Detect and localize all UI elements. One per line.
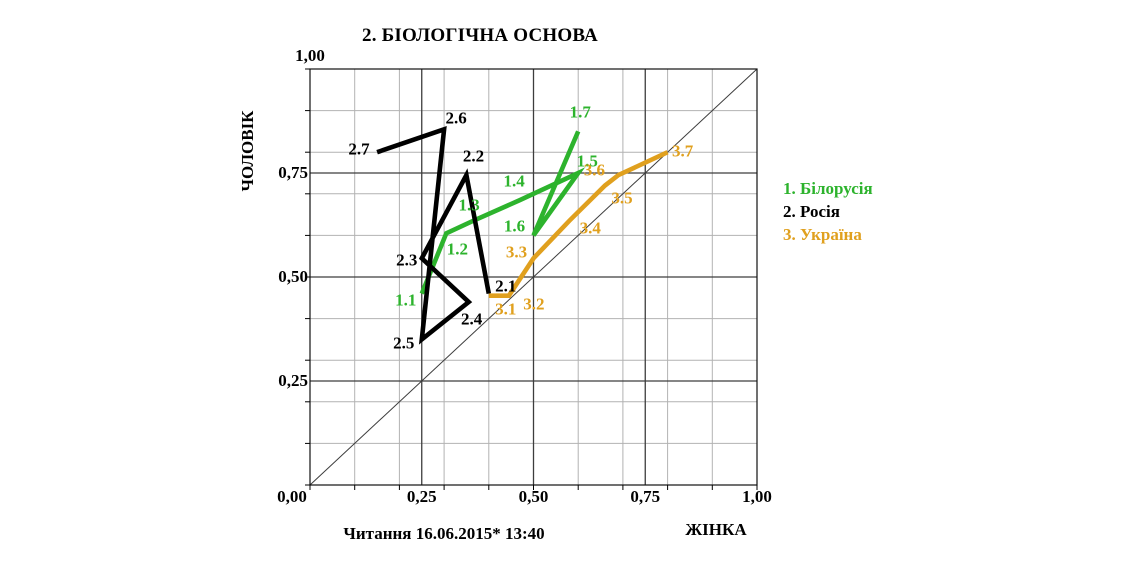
point-label-2.3: 2.3 [396,250,418,270]
point-label-2.5: 2.5 [393,333,415,353]
point-label-3.2: 3.2 [523,294,545,314]
point-label-3.4: 3.4 [579,218,601,238]
series-line-3 [488,150,669,299]
point-label-1.2: 1.2 [446,239,468,259]
series-line-2 [376,125,492,345]
point-label-2.1: 2.1 [495,276,517,296]
x-axis-title: ЖІНКА [685,520,747,539]
point-label-2.7: 2.7 [348,139,370,159]
point-label-3.5: 3.5 [611,188,633,208]
diagonal-line [309,68,758,486]
point-label-2.2: 2.2 [462,146,485,166]
x-tick-label-0: 0,00 [277,487,307,506]
point-label-3.6: 3.6 [583,160,606,180]
point-label-1.1: 1.1 [395,290,417,310]
footer-timestamp: Читання 16.06.2015* 13:40 [343,524,545,543]
x-tick-label-3: 0,75 [630,487,661,506]
x-tick-label-1: 0,25 [406,487,437,506]
x-tick-label-2: 0,50 [518,487,549,506]
chart-title: 2. БІОЛОГІЧНА ОСНОВА [362,25,598,46]
y-tick-label-3: 0,75 [278,163,308,182]
point-label-1.7: 1.7 [569,102,591,122]
legend-item-1: 1. Білорусія [783,179,873,198]
x-tick-label-4: 1,00 [742,487,772,506]
y-tick-label-1: 0,25 [278,371,308,390]
point-label-1.5: 1.5 [576,151,598,171]
y-tick-label-4: 1,00 [295,46,325,65]
y-tick-label-2: 0,50 [278,267,308,286]
legend-item-3: 3. Україна [783,225,862,244]
point-label-3.7: 3.7 [671,141,694,161]
legend: 1. Білорусія 2. Росія 3. Україна [783,177,873,246]
legend-item-2: 2. Росія [783,202,840,221]
point-label-2.6: 2.6 [445,108,467,128]
point-label-3.3: 3.3 [505,242,528,262]
series-line-1 [419,130,586,295]
point-label-3.1: 3.1 [495,299,517,319]
point-label-1.3: 1.3 [458,195,480,215]
point-label-1.4: 1.4 [503,171,525,191]
point-label-2.4: 2.4 [461,309,483,329]
point-label-1.6: 1.6 [503,216,526,236]
